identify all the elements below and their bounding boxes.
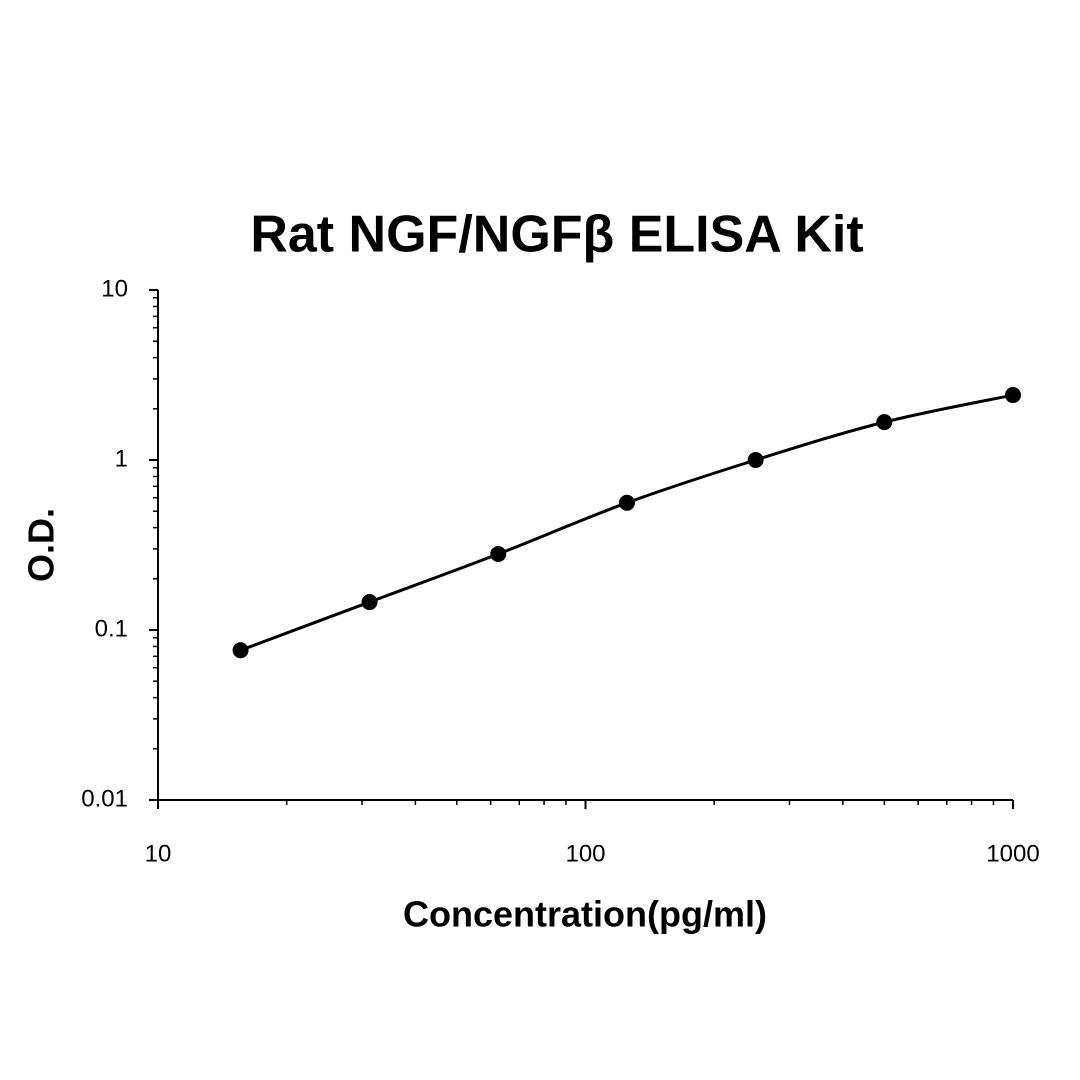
y-tick-label: 1 <box>115 445 128 472</box>
data-point <box>232 642 249 659</box>
y-axis-label: O.D. <box>21 508 62 582</box>
data-point <box>876 414 893 431</box>
y-tick-label: 10 <box>101 275 128 302</box>
y-tick-label: 0.1 <box>95 615 128 642</box>
x-tick-label: 100 <box>565 840 605 867</box>
data-point <box>490 545 507 562</box>
y-tick-label: 0.01 <box>81 785 128 812</box>
data-point <box>618 494 635 511</box>
data-point <box>1005 387 1021 404</box>
x-axis-label: Concentration(pg/ml) <box>403 894 767 935</box>
x-tick-label: 1000 <box>986 840 1039 867</box>
data-point <box>361 594 378 611</box>
data-point <box>747 452 764 468</box>
chart-title: Rat NGF/NGFβ ELISA Kit <box>250 206 863 264</box>
x-tick-label: 10 <box>145 840 172 867</box>
